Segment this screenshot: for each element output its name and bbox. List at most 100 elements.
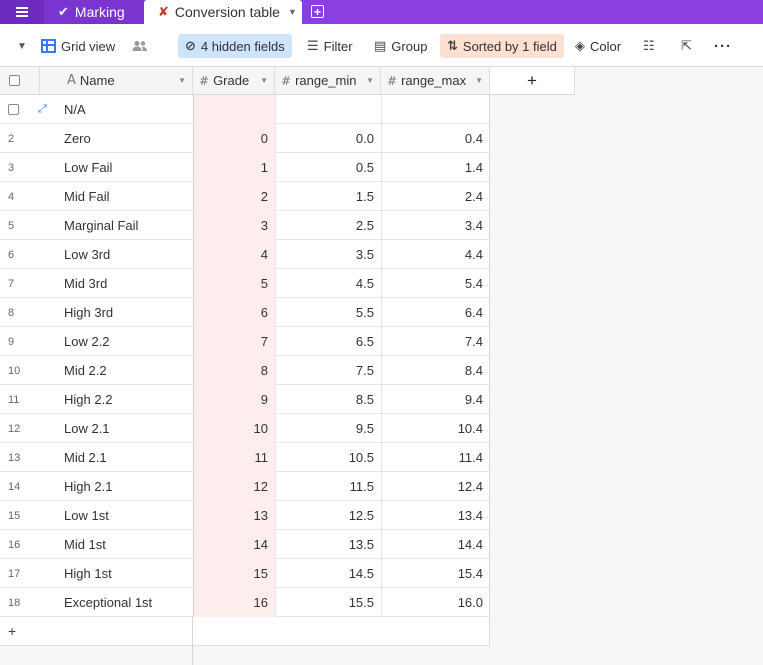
name-cell[interactable]: Mid 2.2 — [64, 363, 107, 378]
row-height-icon[interactable]: ☷ — [643, 38, 655, 54]
range-max-cell[interactable]: 15.4 — [381, 559, 490, 588]
sort-button[interactable]: ⇅ Sorted by 1 field — [440, 34, 564, 58]
grade-cell[interactable]: 15 — [193, 559, 275, 588]
range-max-cell[interactable]: 1.4 — [381, 153, 490, 182]
name-cell[interactable]: Low Fail — [64, 160, 113, 175]
grade-cell[interactable]: 12 — [193, 472, 275, 501]
expand-record-icon[interactable]: ⤢ — [38, 103, 47, 115]
range-min-cell[interactable]: 9.5 — [275, 414, 381, 443]
range-min-cell[interactable]: 11.5 — [275, 472, 381, 501]
range-min-cell[interactable]: 5.5 — [275, 298, 381, 327]
table-row[interactable]: 3 Low Fail 1 0.5 1.4 — [0, 153, 490, 182]
range-max-cell[interactable]: 4.4 — [381, 240, 490, 269]
grade-cell[interactable]: 4 — [193, 240, 275, 269]
name-cell[interactable]: High 3rd — [64, 305, 114, 320]
view-switcher[interactable]: Grid view — [41, 34, 115, 58]
grade-cell[interactable] — [193, 95, 275, 124]
range-max-cell[interactable]: 11.4 — [381, 443, 490, 472]
name-cell[interactable]: Mid 1st — [64, 537, 106, 552]
column-header-range-min[interactable]: # range_min ▼ — [275, 67, 381, 95]
table-row[interactable]: 5 Marginal Fail 3 2.5 3.4 — [0, 211, 490, 240]
range-max-cell[interactable]: 16.0 — [381, 588, 490, 617]
range-min-cell[interactable]: 0.5 — [275, 153, 381, 182]
table-row[interactable]: 15 Low 1st 13 12.5 13.4 — [0, 501, 490, 530]
views-toggle-icon[interactable]: ▼ — [17, 40, 27, 52]
chevron-down-icon[interactable]: ▼ — [366, 76, 374, 85]
table-row[interactable]: 2 Zero 0 0.0 0.4 — [0, 124, 490, 153]
range-min-cell[interactable]: 13.5 — [275, 530, 381, 559]
range-max-cell[interactable]: 9.4 — [381, 385, 490, 414]
grade-cell[interactable]: 7 — [193, 327, 275, 356]
name-cell[interactable]: Low 1st — [64, 508, 109, 523]
range-max-cell[interactable] — [381, 95, 490, 124]
share-view-icon[interactable]: ⇱ — [681, 38, 692, 54]
group-button[interactable]: ▤ Group — [374, 34, 427, 58]
column-header-grade[interactable]: # Grade ▼ — [193, 67, 275, 95]
color-button[interactable]: ◈ Color — [575, 34, 621, 58]
range-min-cell[interactable]: 0.0 — [275, 124, 381, 153]
grade-cell[interactable]: 1 — [193, 153, 275, 182]
name-cell[interactable]: High 2.1 — [64, 479, 113, 494]
range-min-cell[interactable]: 7.5 — [275, 356, 381, 385]
name-cell[interactable]: Marginal Fail — [64, 218, 139, 233]
grade-cell[interactable]: 3 — [193, 211, 275, 240]
chevron-down-icon[interactable]: ▼ — [260, 76, 268, 85]
table-row[interactable]: 14 High 2.1 12 11.5 12.4 — [0, 472, 490, 501]
range-min-cell[interactable]: 2.5 — [275, 211, 381, 240]
hide-fields-button[interactable]: ⊘ 4 hidden fields — [178, 34, 292, 58]
table-row[interactable]: 17 High 1st 15 14.5 15.4 — [0, 559, 490, 588]
range-max-cell[interactable]: 8.4 — [381, 356, 490, 385]
range-min-cell[interactable]: 4.5 — [275, 269, 381, 298]
range-min-cell[interactable]: 1.5 — [275, 182, 381, 211]
name-cell[interactable]: Mid 2.1 — [64, 450, 107, 465]
range-max-cell[interactable]: 12.4 — [381, 472, 490, 501]
grade-cell[interactable]: 10 — [193, 414, 275, 443]
add-table-button[interactable]: + — [311, 5, 324, 18]
range-min-cell[interactable]: 8.5 — [275, 385, 381, 414]
table-row[interactable]: 16 Mid 1st 14 13.5 14.4 — [0, 530, 490, 559]
name-cell[interactable]: Low 3rd — [64, 247, 111, 262]
grade-cell[interactable]: 9 — [193, 385, 275, 414]
more-options-icon[interactable]: ··· — [714, 37, 732, 55]
name-cell[interactable]: High 2.2 — [64, 392, 113, 407]
table-row[interactable]: 7 Mid 3rd 5 4.5 5.4 — [0, 269, 490, 298]
range-min-cell[interactable]: 12.5 — [275, 501, 381, 530]
add-record-button[interactable]: + — [0, 617, 490, 646]
filter-button[interactable]: ☰ Filter — [307, 34, 353, 58]
name-cell[interactable]: Zero — [64, 131, 91, 146]
range-min-cell[interactable]: 3.5 — [275, 240, 381, 269]
range-min-cell[interactable]: 14.5 — [275, 559, 381, 588]
table-row[interactable]: 4 Mid Fail 2 1.5 2.4 — [0, 182, 490, 211]
table-row[interactable]: 10 Mid 2.2 8 7.5 8.4 — [0, 356, 490, 385]
select-all-checkbox[interactable] — [9, 75, 20, 86]
range-max-cell[interactable]: 5.4 — [381, 269, 490, 298]
collaborators-icon[interactable] — [132, 34, 148, 58]
range-min-cell[interactable] — [275, 95, 381, 124]
grade-cell[interactable]: 6 — [193, 298, 275, 327]
range-min-cell[interactable]: 15.5 — [275, 588, 381, 617]
name-cell[interactable]: Exceptional 1st — [64, 595, 153, 610]
range-max-cell[interactable]: 13.4 — [381, 501, 490, 530]
range-max-cell[interactable]: 2.4 — [381, 182, 490, 211]
grade-cell[interactable]: 8 — [193, 356, 275, 385]
add-column-button[interactable]: + — [490, 67, 575, 95]
row-checkbox[interactable] — [8, 104, 19, 115]
chevron-down-icon[interactable]: ▼ — [287, 7, 297, 17]
name-cell[interactable]: High 1st — [64, 566, 112, 581]
range-max-cell[interactable]: 0.4 — [381, 124, 490, 153]
column-header-name[interactable]: A Name ▼ — [40, 67, 193, 95]
table-row[interactable]: 13 Mid 2.1 11 10.5 11.4 — [0, 443, 490, 472]
range-min-cell[interactable]: 6.5 — [275, 327, 381, 356]
grade-cell[interactable]: 0 — [193, 124, 275, 153]
table-row[interactable]: 11 High 2.2 9 8.5 9.4 — [0, 385, 490, 414]
table-row[interactable]: 12 Low 2.1 10 9.5 10.4 — [0, 414, 490, 443]
table-row[interactable]: 8 High 3rd 6 5.5 6.4 — [0, 298, 490, 327]
grade-cell[interactable]: 5 — [193, 269, 275, 298]
name-cell[interactable]: Mid Fail — [64, 189, 110, 204]
grade-cell[interactable]: 11 — [193, 443, 275, 472]
chevron-down-icon[interactable]: ▼ — [178, 76, 186, 85]
tab-marking[interactable]: ✔ Marking — [44, 0, 144, 24]
range-max-cell[interactable]: 3.4 — [381, 211, 490, 240]
grade-cell[interactable]: 16 — [193, 588, 275, 617]
tab-conversion-table[interactable]: ✘ Conversion table ▼ — [144, 0, 302, 24]
